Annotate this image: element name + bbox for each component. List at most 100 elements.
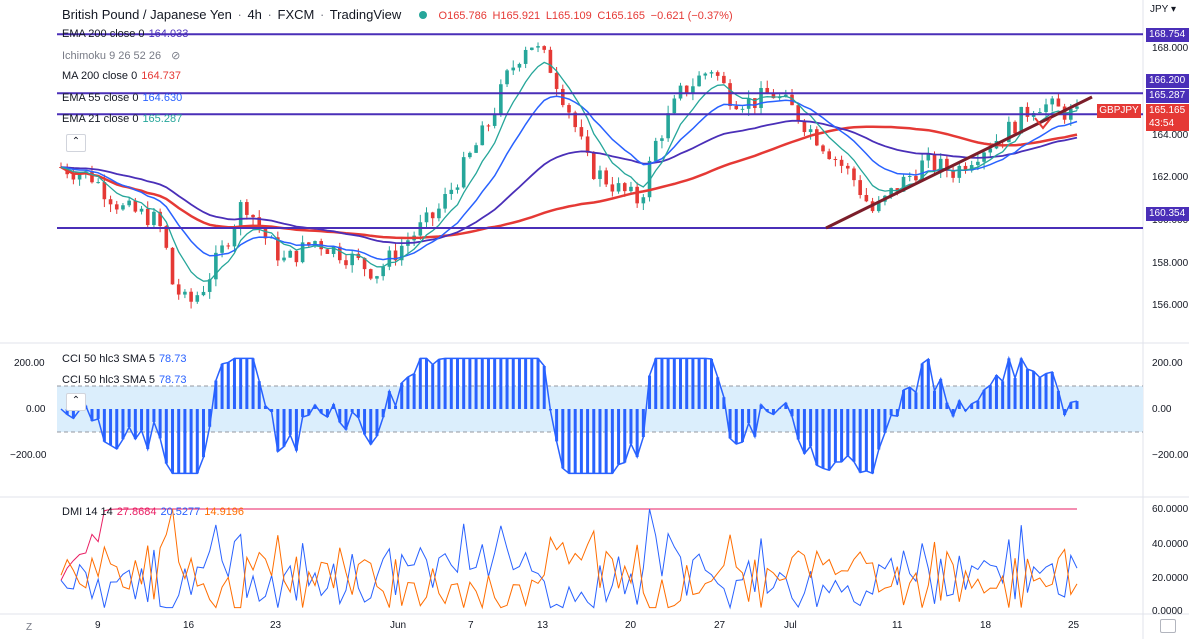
legend-cci-2[interactable]: CCI 50 hlc3 SMA 5 78.73 (62, 374, 187, 386)
candle-body (282, 257, 286, 261)
collapse-cci-legend-button[interactable]: ⌃ (66, 393, 86, 411)
cci-tick-left: 0.00 (26, 404, 46, 415)
candle-body (765, 87, 770, 94)
candle-body (337, 246, 342, 261)
legend-ema55[interactable]: EMA 55 close 0 164.630 (62, 92, 183, 104)
candle-body (183, 291, 187, 295)
candle-body (567, 105, 571, 113)
cci-line (60, 355, 1078, 475)
candle-body (616, 183, 621, 192)
interval[interactable]: 4h (247, 7, 262, 22)
candle-body (461, 157, 466, 188)
time-tick: Jun (390, 620, 407, 631)
candle-body (1025, 106, 1030, 117)
cci-tick-left: 200.00 (14, 358, 45, 369)
dmi-tick: 0.0000 (1152, 606, 1183, 617)
candle-body (430, 212, 435, 219)
ema55-line (60, 95, 1078, 261)
candle-body (505, 70, 509, 85)
candle-body (653, 140, 658, 161)
candle-body (226, 245, 231, 247)
cci-panel (57, 355, 1143, 475)
candle-body (622, 183, 627, 192)
level-tag-160354: 160.354 (1146, 207, 1189, 221)
level-tag-166200: 166.200 (1146, 74, 1189, 88)
legend-ma200[interactable]: MA 200 close 0 164.737 (62, 70, 181, 82)
candle-body (833, 159, 838, 161)
candle-body (288, 250, 293, 258)
candle-body (554, 72, 559, 89)
candle-body (133, 200, 138, 212)
candle-body (195, 295, 200, 302)
cci-tick: −200.00 (1152, 450, 1189, 461)
candle-body (684, 85, 689, 94)
candle-body (207, 279, 212, 292)
candle-body (536, 46, 540, 48)
timezone-icon[interactable]: Z (26, 622, 33, 633)
candle-body (697, 75, 701, 87)
candle-body (102, 182, 107, 200)
legend-dmi[interactable]: DMI 14 14 27.8684 20.5277 14.9196 (62, 506, 245, 518)
ema200-line (60, 119, 1078, 245)
legend-ema21[interactable]: EMA 21 close 0 165.287 (62, 113, 183, 125)
candle-body (753, 98, 757, 108)
candle-body (926, 153, 931, 161)
price-tick: 168.000 (1152, 43, 1189, 54)
ohlc-close: C165.165 (597, 10, 646, 22)
moving-averages (60, 61, 1078, 282)
candle-body (945, 158, 949, 171)
candle-body (895, 188, 900, 192)
candle-body (740, 108, 745, 110)
candle-body (424, 212, 429, 223)
candle-body (257, 217, 262, 229)
hidden-eye-icon[interactable]: ⊘ (171, 50, 181, 62)
candle-body (164, 226, 169, 248)
candle-body (815, 129, 819, 146)
candle-body (313, 241, 317, 246)
candle-body (517, 63, 522, 68)
ohlc-open: O165.786 (438, 10, 487, 22)
candle-body (839, 159, 844, 166)
candle-body (864, 195, 869, 202)
candle-body (232, 227, 237, 247)
candle-body (1038, 112, 1042, 114)
collapse-legend-button[interactable]: ⌃ (66, 134, 86, 152)
minus-di-line (60, 508, 1078, 610)
candle-body (907, 175, 912, 177)
legend-ema200[interactable]: EMA 200 close 0 164.033 (62, 28, 189, 40)
time-tick: 20 (625, 620, 637, 631)
horizontal-levels (57, 33, 1143, 230)
price-tick: 164.000 (1152, 130, 1189, 141)
candle-body (145, 208, 150, 226)
candle-body (238, 202, 243, 228)
candle-body (635, 186, 639, 204)
candlestick-series (59, 42, 1079, 309)
candle-body (660, 138, 664, 141)
candle-body (604, 170, 608, 185)
candle-body (523, 49, 528, 64)
candle-body (920, 160, 924, 181)
ema21-line (60, 61, 1078, 282)
candle-body (808, 129, 813, 133)
candle-body (139, 208, 144, 212)
candle-body (1044, 104, 1048, 113)
currency-selector[interactable]: JPY ▾ (1150, 4, 1176, 15)
plus-di-line (60, 508, 1078, 610)
cci-tick: 0.00 (1152, 404, 1172, 415)
chart-header: British Pound / Japanese Yen · 4h · FXCM… (62, 7, 733, 22)
candle-body (827, 151, 831, 160)
candle-body (548, 49, 553, 73)
candle-body (542, 46, 547, 50)
candle-body (709, 72, 714, 74)
candle-body (889, 188, 893, 196)
legend-cci-1[interactable]: CCI 50 hlc3 SMA 5 78.73 (62, 353, 187, 365)
cci-tick-left: −200.00 (10, 450, 47, 461)
ohlc-low: L165.109 (545, 10, 592, 22)
candle-body (957, 165, 962, 178)
candle-body (307, 242, 311, 246)
legend-ichimoku[interactable]: Ichimoku 9 26 52 26 ⊘ (62, 50, 181, 62)
settings-icon[interactable] (1160, 619, 1176, 633)
candle-body (1007, 121, 1011, 143)
